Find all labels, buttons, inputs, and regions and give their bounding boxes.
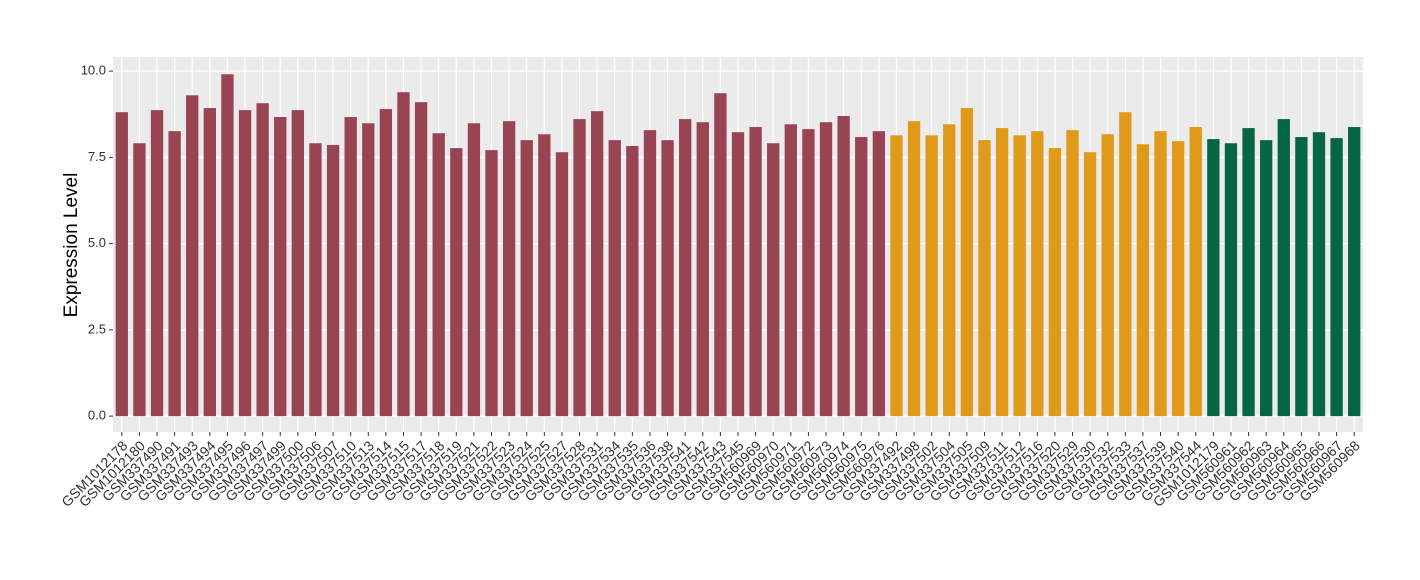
bar xyxy=(802,129,815,417)
bar xyxy=(819,122,833,417)
bar xyxy=(221,74,234,417)
bar xyxy=(1277,119,1290,417)
bar xyxy=(414,102,428,417)
bar xyxy=(590,111,604,417)
y-axis-title: Expression Level xyxy=(61,173,82,318)
bar xyxy=(432,133,445,417)
bar xyxy=(1066,130,1079,417)
bar xyxy=(1224,143,1238,417)
bar xyxy=(943,124,956,417)
bar xyxy=(1295,137,1308,417)
bar xyxy=(450,148,463,417)
bar xyxy=(696,122,709,417)
bar xyxy=(1242,128,1255,417)
y-tick-label: 10.0 xyxy=(81,63,106,78)
bar xyxy=(309,143,322,417)
bar xyxy=(256,103,269,417)
bar xyxy=(837,115,850,417)
bar xyxy=(1013,135,1026,417)
bar xyxy=(379,109,393,417)
bar xyxy=(1189,127,1202,417)
y-tick-label: 0.0 xyxy=(88,408,106,423)
bar xyxy=(520,140,533,417)
bar xyxy=(767,143,780,417)
bar xyxy=(344,117,357,417)
bar xyxy=(679,119,692,417)
y-tick-label: 7.5 xyxy=(88,149,106,164)
bar xyxy=(925,135,938,417)
bar xyxy=(555,152,569,417)
bar xyxy=(1330,138,1343,417)
bar xyxy=(1119,112,1132,417)
bar xyxy=(326,144,340,417)
y-tick-label: 5.0 xyxy=(88,235,106,250)
bar xyxy=(133,143,146,417)
bar xyxy=(291,110,305,417)
bar xyxy=(573,119,586,417)
bar xyxy=(115,112,128,417)
bar xyxy=(784,124,797,417)
bar xyxy=(1171,141,1185,417)
bar xyxy=(960,108,974,417)
bar xyxy=(978,140,991,417)
bar xyxy=(538,134,551,417)
bar xyxy=(502,121,516,417)
bar xyxy=(643,130,657,417)
bar xyxy=(749,127,762,417)
bar xyxy=(274,117,287,417)
bar xyxy=(1312,132,1326,417)
bar xyxy=(397,92,410,417)
bar xyxy=(608,140,621,417)
bar xyxy=(203,108,216,417)
bar xyxy=(1207,139,1220,417)
bar xyxy=(1031,131,1044,417)
bar xyxy=(1136,144,1150,417)
bar xyxy=(855,137,868,417)
bar xyxy=(1048,148,1062,417)
bar xyxy=(1154,131,1167,417)
bar xyxy=(1260,140,1273,417)
bar xyxy=(1348,127,1361,417)
bar xyxy=(168,131,181,417)
bar xyxy=(714,93,727,417)
bar xyxy=(485,150,498,417)
bar xyxy=(186,95,199,417)
bar xyxy=(661,140,674,417)
bar xyxy=(907,121,921,417)
bar xyxy=(872,131,886,417)
bar xyxy=(1083,152,1097,417)
bar xyxy=(150,110,164,417)
bar xyxy=(731,132,745,417)
bar xyxy=(1101,134,1114,417)
bar xyxy=(890,135,903,417)
bar xyxy=(362,123,375,417)
bar xyxy=(238,110,252,417)
bar xyxy=(626,146,639,417)
y-tick-label: 2.5 xyxy=(88,321,106,336)
bar xyxy=(995,128,1009,417)
bar xyxy=(467,123,481,417)
